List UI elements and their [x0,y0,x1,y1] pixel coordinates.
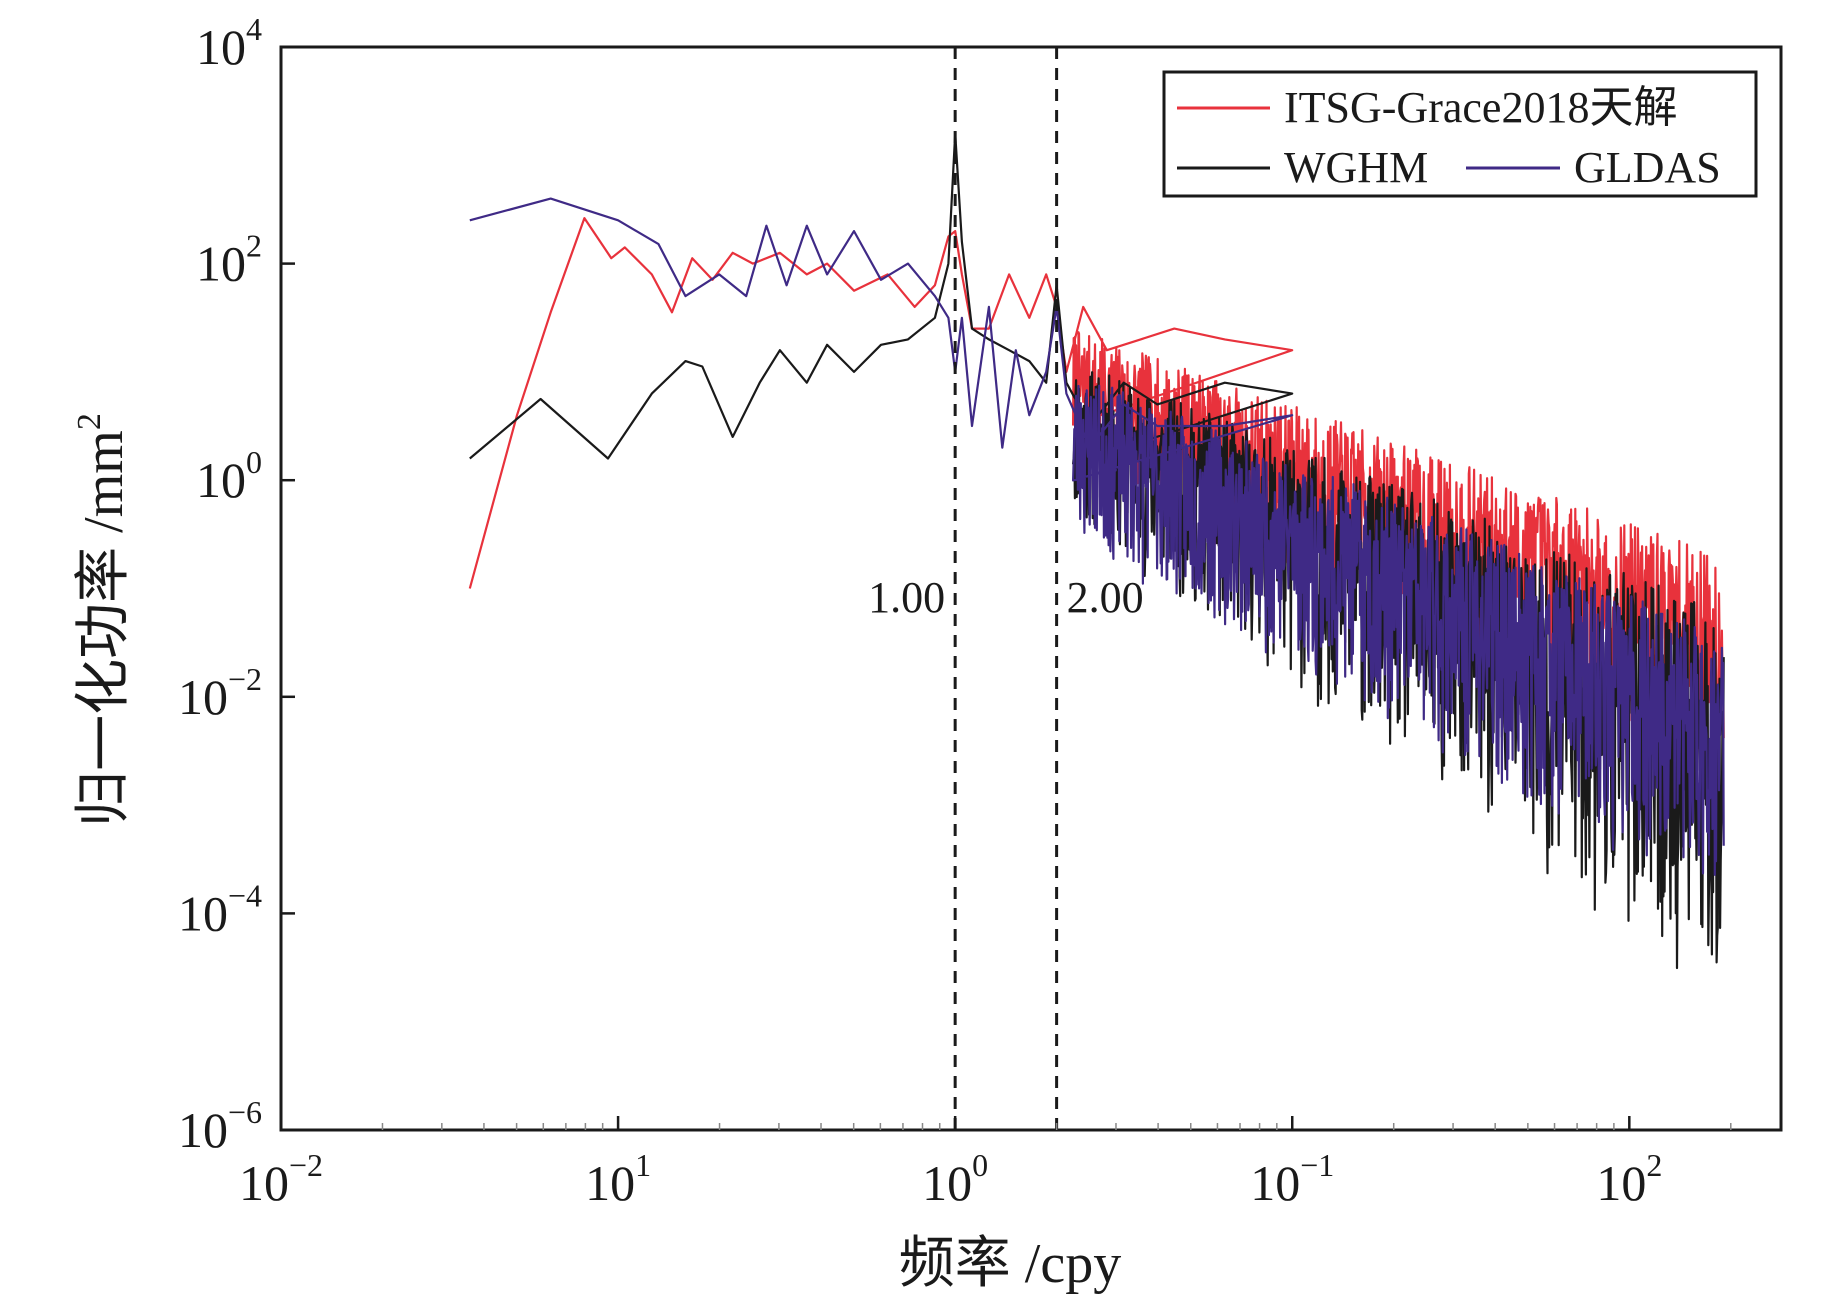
legend-label-gldas: GLDAS [1574,143,1721,192]
series-layer [468,132,1725,970]
x-tick-label-3: 10−1 [1250,1147,1334,1211]
y-tick-label-4: 10−4 [178,877,262,941]
x-axis-title: 频率 /cpy [899,1233,1121,1295]
reference-label-1: 2.00 [1067,573,1144,622]
plot-frame [279,45,1783,1132]
reference-label-0: 1.00 [868,573,945,622]
legend-label-itsg: ITSG-Grace2018天解 [1284,83,1677,132]
y-tick-label-1: 102 [196,228,262,292]
legend-box [1162,70,1758,198]
y-axis-title-superscript: 2 [71,413,108,430]
y-tick-label-5: 10−6 [178,1094,262,1158]
x-tick-label-2: 100 [922,1147,988,1211]
reference-lines: 1.00 2.00 [868,47,1144,1130]
x-tick-label-1: 101 [585,1147,651,1211]
series-line-2 [469,197,1725,876]
y-tick-label-3: 10−2 [178,661,262,725]
x-tick-label-4: 102 [1596,1147,1662,1211]
y-axis-title: 归一化功率 /mm2 [71,413,135,827]
x-tick-label-0: 10−2 [239,1147,323,1211]
y-axis-title-text: 归一化功率 /mm [73,430,135,827]
y-tick-label-2: 100 [196,444,262,508]
legend: ITSG-Grace2018天解 WGHM GLDAS [1162,70,1758,198]
legend-label-wghm: WGHM [1284,143,1428,192]
y-tick-label-0: 104 [196,11,262,75]
axis-ticks: 10−2 101 100 10−1 102 104 102 100 10−2 10−4 10−6 [178,11,1732,1211]
